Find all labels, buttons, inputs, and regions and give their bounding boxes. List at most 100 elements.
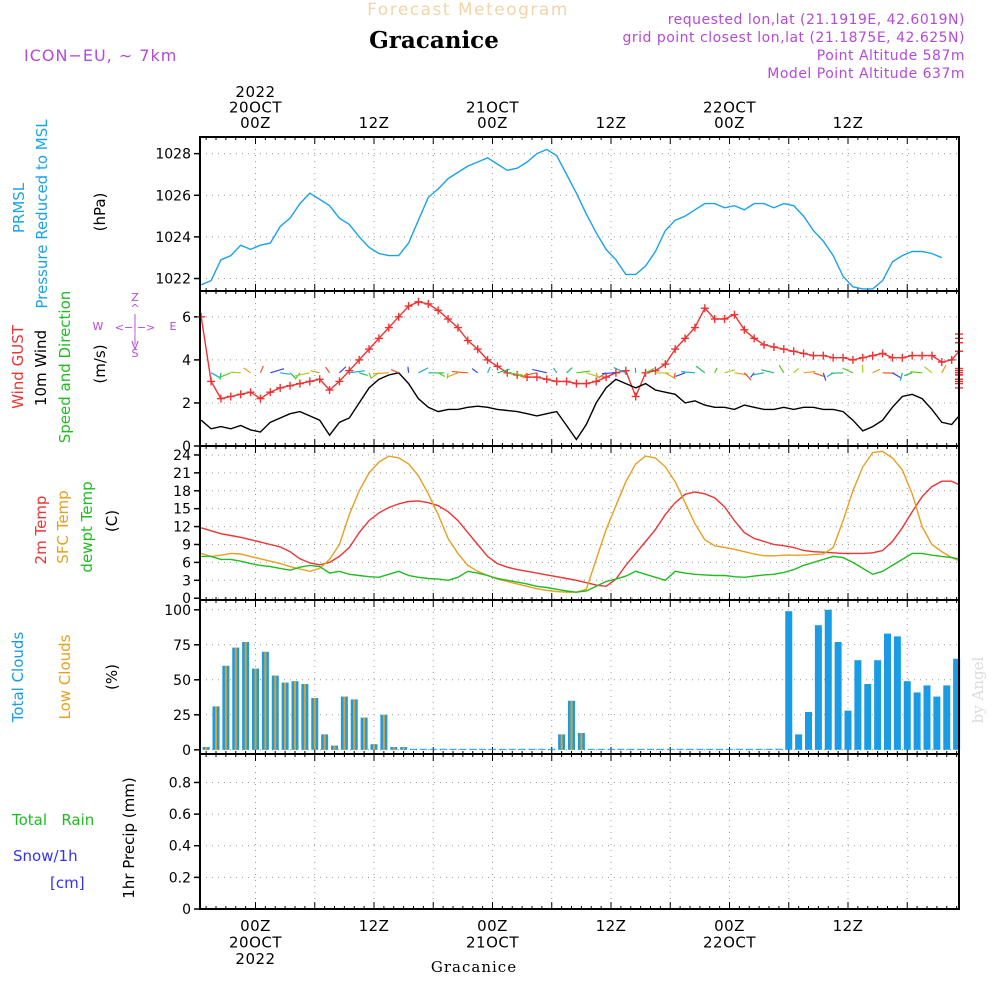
top-time-label: 20OCT — [229, 99, 282, 117]
pressure-labels: PRMSL Pressure Reduced to MSL (hPa) — [10, 119, 109, 309]
y-tick-label: 0.8 — [169, 775, 191, 791]
wind-arrow — [349, 370, 365, 374]
wind-arrow — [270, 368, 285, 374]
svg-text:|: | — [133, 312, 137, 325]
gust-marker — [197, 312, 206, 321]
top-time-label: 2022 — [235, 83, 275, 101]
gust-marker — [562, 377, 571, 386]
gust-marker — [819, 351, 828, 360]
y-tick-label: 75 — [173, 638, 191, 654]
y-tick-label: 18 — [173, 484, 191, 500]
wind-arrow — [778, 364, 785, 374]
wind-arrow — [507, 372, 523, 376]
svg-text:Z: Z — [131, 291, 139, 304]
gust-marker — [453, 323, 462, 332]
wind-arrow — [446, 372, 449, 379]
low-cloud-bar — [382, 714, 385, 750]
low-cloud-bar — [392, 747, 395, 750]
low-cloud-bar — [323, 734, 326, 750]
y-tick-label: 0 — [182, 591, 191, 607]
y-tick-label: 4 — [182, 353, 191, 369]
y-tick-label: 15 — [173, 502, 191, 518]
series-line-dewpt-temp — [201, 552, 960, 593]
wind-arrow — [280, 372, 290, 375]
y-tick-label: 24 — [173, 448, 191, 464]
top-time-label: 12Z — [359, 114, 390, 132]
bottom-time-label: 12Z — [833, 917, 864, 935]
title-top: Forecast Meteogram — [367, 0, 569, 20]
panel-wind: 0 2 4 6 — [182, 290, 963, 455]
gust-marker — [661, 360, 670, 369]
wind-arrow — [872, 368, 881, 374]
total-cloud-bar — [449, 748, 457, 750]
panel-frame — [199, 136, 960, 292]
total-cloud-bar — [647, 748, 654, 750]
gust-marker — [730, 310, 739, 319]
gust-marker — [384, 323, 393, 332]
low-cloud-bar — [303, 684, 306, 750]
series-line-2m-temp — [200, 480, 960, 588]
wind-arrow — [259, 365, 264, 374]
y-tick-label: 12 — [173, 520, 191, 536]
pressure-unit: (hPa) — [91, 193, 109, 232]
wind-arrow — [601, 372, 616, 375]
gust-marker — [908, 351, 917, 360]
low-cloud-bar — [560, 734, 563, 750]
low-cloud-bar — [234, 647, 237, 750]
gust-marker — [434, 306, 443, 315]
wind-label-gust: Wind GUST — [9, 324, 27, 409]
y-tick-label: 6 — [182, 310, 191, 326]
wind-arrow — [714, 367, 718, 374]
wind-arrow — [665, 372, 677, 380]
gust-marker — [424, 299, 433, 308]
total-cloud-bar — [469, 748, 477, 750]
total-cloud-bar — [716, 748, 724, 750]
wind-arrow — [681, 370, 695, 374]
total-cloud-bar — [498, 748, 506, 750]
total-cloud-bar — [755, 748, 763, 750]
bottom-time-label: 00Z — [477, 917, 508, 935]
precip-labels: Total Rain Snow/1h [cm] 1hr Precip (mm) — [11, 777, 138, 898]
bottom-time-label: 20OCT — [229, 934, 282, 952]
wind-arrow — [924, 366, 933, 374]
total-cloud-bar — [814, 625, 822, 750]
gust-marker — [760, 340, 769, 349]
total-cloud-bar — [676, 748, 684, 750]
bottom-time-label: 12Z — [359, 917, 390, 935]
y-tick-label: 6 — [182, 555, 191, 571]
wind-arrow — [645, 368, 655, 374]
watermark: by Angel — [969, 656, 987, 723]
gust-marker — [750, 334, 759, 343]
wind-arrow — [675, 372, 686, 377]
total-cloud-bar — [834, 642, 842, 750]
gust-marker — [305, 377, 314, 386]
top-time-label: 12Z — [596, 114, 627, 132]
wind-arrow — [243, 367, 251, 374]
total-cloud-bar — [696, 748, 704, 750]
gust-marker — [799, 349, 808, 358]
wind-unit: (m/s) — [91, 344, 109, 383]
bottom-time-label: 22OCT — [703, 934, 756, 952]
gust-marker — [809, 351, 818, 360]
total-cloud-bar — [459, 748, 467, 750]
gust-marker — [878, 349, 887, 358]
wind-arrow — [325, 366, 331, 374]
gust-marker — [690, 323, 699, 332]
panel-frame — [199, 445, 960, 601]
total-cloud-bar — [913, 692, 921, 750]
wind-arrow — [813, 372, 826, 378]
gust-marker — [345, 366, 354, 375]
top-time-label: 22OCT — [703, 99, 756, 117]
cloud-labels: Total Clouds Low Clouds (%) — [9, 632, 121, 724]
top-time-label: 00Z — [477, 114, 508, 132]
total-cloud-bar — [824, 609, 832, 750]
top-time-label: 00Z — [240, 114, 271, 132]
temp-label-2m: 2m Temp — [32, 496, 50, 565]
wind-arrow — [372, 372, 389, 375]
low-cloud-bar — [333, 745, 336, 750]
bottom-time-label: 2022 — [235, 950, 275, 968]
top-time-label: 21OCT — [466, 99, 519, 117]
wind-arrow — [899, 372, 903, 381]
wind-arrow — [613, 367, 627, 374]
